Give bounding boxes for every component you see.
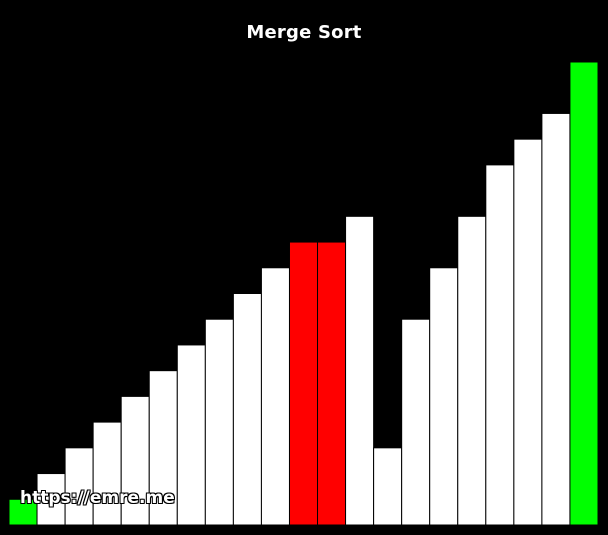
bar-21	[569, 61, 599, 526]
bar-20	[541, 112, 571, 526]
watermark-text: https://emre.me	[20, 488, 175, 508]
bar-7	[176, 344, 206, 526]
bar-18	[485, 164, 515, 526]
bar-19	[513, 138, 543, 526]
bar-11	[288, 241, 319, 526]
bar-10	[260, 267, 290, 526]
bar-13	[345, 215, 375, 526]
bar-16	[429, 267, 459, 526]
bar-17	[457, 215, 487, 526]
bar-2	[36, 473, 66, 526]
bar-4	[92, 421, 122, 526]
chart-title: Merge Sort	[246, 22, 362, 43]
bar-14	[373, 447, 403, 526]
bar-9	[232, 293, 262, 526]
bar-15	[401, 318, 431, 526]
bar-3	[64, 447, 94, 526]
bar-12	[317, 241, 347, 526]
bar-8	[204, 318, 234, 526]
bar-5	[120, 395, 150, 526]
bar-1	[8, 498, 38, 526]
